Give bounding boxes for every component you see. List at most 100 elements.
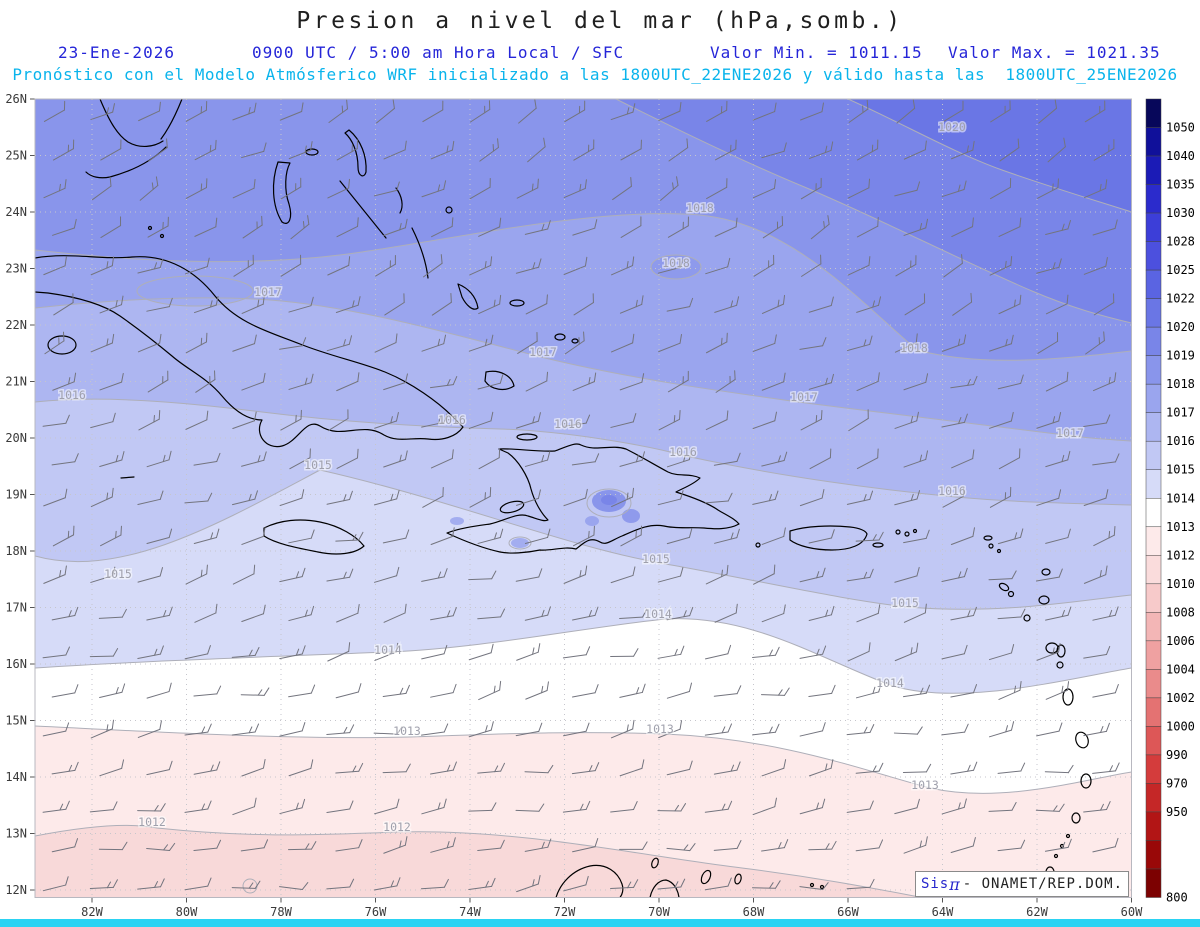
wind-barb [383,603,407,623]
wind-barb [375,254,396,277]
wind-barb [422,486,444,508]
wind-barb [989,334,1014,352]
wind-barb [950,837,976,854]
wind-barb [619,683,646,698]
wind-barb [715,139,737,161]
wind-barb [232,490,258,506]
wind-barb [1085,331,1105,355]
wind-barb [658,410,681,431]
wind-barb [1092,606,1119,621]
wind-barb [1035,568,1063,582]
wind-barb [943,254,963,278]
wind-barb [941,180,967,198]
wind-barb [705,564,729,585]
isobar-1018-closed [650,254,702,280]
wind-barb [846,568,874,582]
coast-island [1053,853,1059,859]
wind-barb [232,564,256,585]
wind-barb [997,608,1026,620]
wind-barb [185,178,208,199]
wind-barb [51,838,79,853]
contour-label: 1014 [374,643,402,657]
colorbar-cell [1145,697,1162,727]
wind-barb [571,762,600,775]
high-cell-atlantic [651,255,701,279]
wind-barb [421,334,447,352]
wind-barb [524,528,551,545]
wind-barb [288,373,314,390]
wind-barb [373,489,400,506]
lon-label: 72W [554,905,576,919]
isobar-1013 [35,725,1132,794]
wind-barb [478,448,501,470]
wind-barbs [42,99,1120,893]
wind-barb [479,138,499,162]
wind-barb [53,293,74,316]
wind-barb [326,568,354,582]
wind-barb [469,487,492,508]
colorbar-cell [1145,669,1162,699]
wind-barb [942,487,965,508]
wind-barb [193,528,220,544]
wind-barb [376,99,395,124]
wind-barb [952,292,973,316]
wind-barb [326,335,353,352]
wind-barb [752,880,781,889]
wind-barb [714,296,740,313]
wind-barb [469,256,493,276]
wind-barb [527,137,546,163]
wind-barb [846,724,875,736]
contour-label: 1017 [254,285,282,299]
colorbar-cell [1145,498,1162,528]
coast-island [1007,590,1015,598]
wind-barb [524,606,551,621]
wind-barb [848,99,869,123]
wind-barb [988,802,1017,812]
wind-barb [335,531,364,542]
wind-barb [89,879,118,890]
wind-barb [280,254,302,277]
wind-barb [564,331,585,355]
wind-barb [185,564,208,585]
wind-barb [657,490,684,506]
contour-label: 1016 [58,388,86,402]
wind-barb [430,607,457,621]
wind-barb [941,567,968,583]
wind-barb [562,646,591,659]
wind-barb [279,489,305,507]
wind-barb [658,334,682,353]
wind-barb [290,215,310,240]
wind-barb [468,570,497,581]
wind-barb [373,726,403,735]
wind-barb [51,606,79,621]
wind-barb [137,645,164,659]
wind-barb [421,568,448,582]
wind-barb [146,606,173,621]
coast-island [819,884,825,890]
wind-barb [808,840,837,851]
colorbar-cell [1145,155,1162,185]
wind-barb [1083,645,1111,659]
wind-barb [668,138,689,162]
contour-label: 1015 [642,552,670,566]
wind-barb [610,648,639,658]
wind-barb [903,373,929,391]
wind-barb [666,606,694,621]
wind-barb [242,215,263,239]
wind-barb [752,490,779,505]
colorbar-cell [1145,868,1162,898]
wind-barb [1092,837,1119,853]
coast-andros [272,161,292,224]
colorbar-label: 1028 [1166,235,1195,249]
wind-barb [279,337,307,350]
wind-barb [714,603,738,623]
wind-barb [524,451,551,467]
wind-barb [808,759,834,777]
wind-barb [989,486,1012,508]
colorbar-label: 1022 [1166,292,1195,306]
wind-barb [193,452,221,466]
wind-barb [704,800,733,813]
colorbar-cell [1145,555,1162,585]
wind-barb [288,759,314,777]
forecast-time: 0900 UTC / 5:00 am Hora Local / SFC [252,43,625,62]
